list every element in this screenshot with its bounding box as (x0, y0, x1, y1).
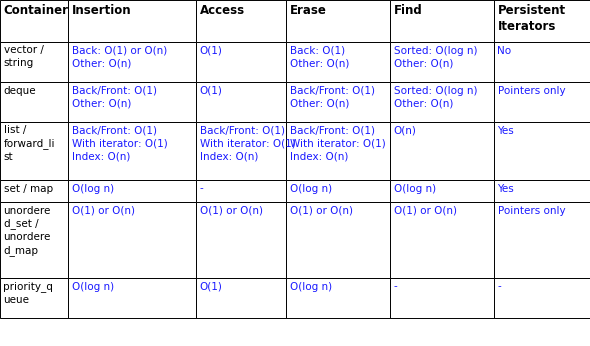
Bar (494, 82, 590, 122)
Text: Container: Container (4, 3, 68, 33)
Bar (0, 122, 68, 180)
Text: list /
forward_li
st: list / forward_li st (4, 126, 55, 162)
Bar (196, 278, 286, 318)
Bar (494, 0, 590, 42)
Text: Back/Front: O(1)
With iterator: O(1)
Index: O(n): Back/Front: O(1) With iterator: O(1) Ind… (199, 126, 295, 161)
Text: set / map: set / map (4, 183, 53, 193)
Bar (390, 202, 494, 278)
Text: -: - (394, 282, 397, 291)
Bar (494, 202, 590, 278)
Text: priority_q
ueue: priority_q ueue (4, 282, 53, 305)
Bar (196, 202, 286, 278)
Text: Access: Access (199, 3, 245, 17)
Bar (390, 180, 494, 202)
Text: O(log n): O(log n) (290, 183, 332, 193)
Text: Pointers only: Pointers only (497, 206, 565, 216)
Bar (68, 278, 196, 318)
Bar (68, 42, 196, 82)
Bar (0, 0, 68, 42)
Bar (196, 180, 286, 202)
Text: Back/Front: O(1)
Other: O(n): Back/Front: O(1) Other: O(n) (290, 85, 375, 108)
Text: O(log n): O(log n) (290, 282, 332, 291)
Text: O(1): O(1) (199, 282, 222, 291)
Bar (0, 202, 68, 278)
Text: Back: O(1)
Other: O(n): Back: O(1) Other: O(n) (290, 46, 349, 68)
Bar (390, 122, 494, 180)
Text: O(1): O(1) (199, 46, 222, 55)
Bar (68, 0, 196, 42)
Text: O(1) or O(n): O(1) or O(n) (71, 206, 135, 216)
Bar (390, 42, 494, 82)
Text: O(n): O(n) (394, 126, 417, 136)
Text: -: - (199, 183, 203, 193)
Text: unordere
d_set /
unordere
d_map: unordere d_set / unordere d_map (4, 206, 51, 256)
Text: deque: deque (4, 85, 36, 95)
Bar (68, 122, 196, 180)
Bar (196, 42, 286, 82)
Bar (196, 122, 286, 180)
Bar (286, 0, 390, 42)
Bar (68, 202, 196, 278)
Text: -: - (497, 282, 502, 291)
Text: Find: Find (394, 3, 422, 17)
Bar (286, 122, 390, 180)
Bar (286, 180, 390, 202)
Text: Back/Front: O(1)
With iterator: O(1)
Index: O(n): Back/Front: O(1) With iterator: O(1) Ind… (71, 126, 167, 161)
Text: O(log n): O(log n) (394, 183, 435, 193)
Bar (494, 122, 590, 180)
Text: No: No (497, 46, 512, 55)
Text: Back: O(1) or O(n)
Other: O(n): Back: O(1) or O(n) Other: O(n) (71, 46, 167, 68)
Text: O(1) or O(n): O(1) or O(n) (290, 206, 352, 216)
Text: Persistent
Iterators: Persistent Iterators (497, 3, 566, 33)
Text: vector /
string: vector / string (4, 46, 44, 68)
Text: O(log n): O(log n) (71, 183, 114, 193)
Text: Yes: Yes (497, 183, 514, 193)
Bar (0, 180, 68, 202)
Text: O(1) or O(n): O(1) or O(n) (199, 206, 263, 216)
Bar (390, 0, 494, 42)
Bar (68, 180, 196, 202)
Bar (68, 82, 196, 122)
Bar (0, 82, 68, 122)
Bar (0, 278, 68, 318)
Bar (494, 42, 590, 82)
Bar (390, 278, 494, 318)
Text: Yes: Yes (497, 126, 514, 136)
Text: Pointers only: Pointers only (497, 85, 565, 95)
Text: Sorted: O(log n)
Other: O(n): Sorted: O(log n) Other: O(n) (394, 85, 477, 108)
Bar (286, 82, 390, 122)
Text: Insertion: Insertion (71, 3, 131, 17)
Bar (286, 202, 390, 278)
Bar (390, 82, 494, 122)
Text: O(1) or O(n): O(1) or O(n) (394, 206, 457, 216)
Bar (196, 0, 286, 42)
Bar (494, 278, 590, 318)
Text: Sorted: O(log n)
Other: O(n): Sorted: O(log n) Other: O(n) (394, 46, 477, 68)
Bar (286, 278, 390, 318)
Bar (196, 82, 286, 122)
Text: Back/Front: O(1)
Other: O(n): Back/Front: O(1) Other: O(n) (71, 85, 156, 108)
Text: O(1): O(1) (199, 85, 222, 95)
Bar (286, 42, 390, 82)
Text: Back/Front: O(1)
With iterator: O(1)
Index: O(n): Back/Front: O(1) With iterator: O(1) Ind… (290, 126, 385, 161)
Text: O(log n): O(log n) (71, 282, 114, 291)
Bar (0, 42, 68, 82)
Bar (494, 180, 590, 202)
Text: Erase: Erase (290, 3, 326, 17)
